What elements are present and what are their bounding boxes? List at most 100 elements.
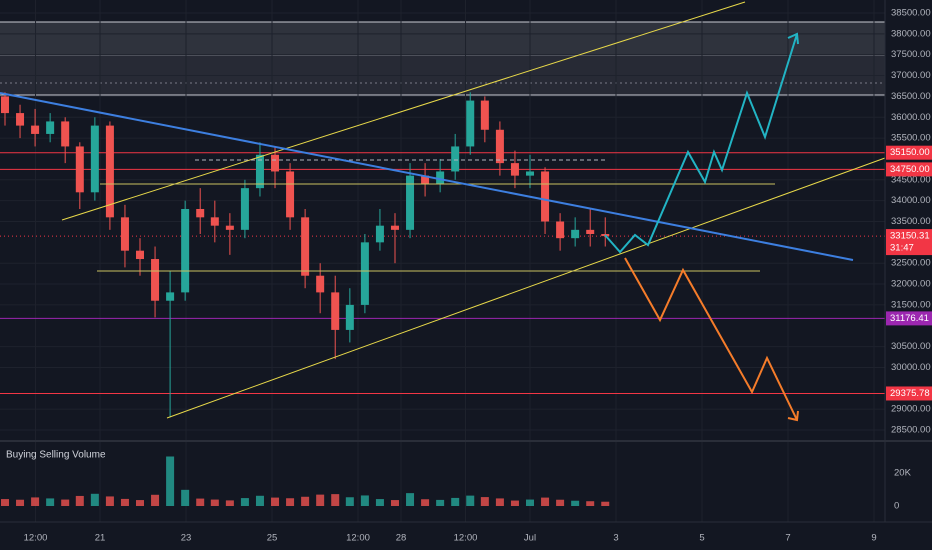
x-tick-label: 12:00	[24, 533, 48, 544]
candle-body	[181, 208, 190, 293]
x-tick-label: 7	[785, 533, 790, 544]
volume-bar	[360, 495, 369, 507]
candle-body	[526, 171, 535, 176]
volume-bar	[120, 498, 129, 507]
candle-body	[16, 113, 25, 126]
price-tag	[886, 229, 932, 256]
candle-body	[556, 221, 565, 239]
candle-body	[421, 175, 430, 184]
y-tick-label: 34500.00	[891, 174, 931, 185]
volume-bar	[480, 497, 489, 507]
candle-body	[31, 125, 40, 134]
x-tick-label: 9	[871, 533, 876, 544]
price-tag-label: 31176.41	[890, 313, 929, 324]
candle-body	[451, 146, 460, 172]
volume-bar	[345, 497, 354, 507]
price-tag	[886, 162, 932, 177]
volume-bar	[255, 495, 264, 507]
volume-bar	[375, 499, 384, 507]
bull-path	[604, 33, 798, 254]
candle-body	[390, 225, 399, 230]
y-tick-label: 36000.00	[891, 112, 931, 123]
x-tick-label: 21	[95, 533, 106, 544]
x-tick-label: 23	[181, 533, 192, 544]
candle-body	[406, 175, 415, 230]
candle-body	[255, 154, 264, 189]
x-tick-label: 12:00	[346, 533, 370, 544]
volume-bar	[286, 498, 295, 507]
axes: 38500.00 38000.00 37500.00 37000.00 36500.00…	[24, 8, 932, 544]
y-tick-label: 35500.00	[891, 133, 931, 144]
price-tag-label: 35150.00	[890, 147, 930, 158]
candle-body	[360, 242, 369, 305]
volume-bar	[586, 501, 595, 507]
y-tick-label: 37500.00	[891, 49, 931, 60]
zone	[0, 22, 885, 55]
volume-bar	[316, 494, 325, 507]
y-tick-label: 29000.00	[891, 404, 931, 415]
price-tag-label: 34750.00	[890, 164, 930, 175]
candle-body	[61, 121, 70, 147]
volume-bar	[61, 499, 70, 507]
candle-body	[225, 225, 234, 230]
volume-bar	[331, 494, 340, 507]
volume-bar	[571, 500, 580, 507]
candle-body	[495, 129, 504, 164]
y-tick-label: 30500.00	[891, 341, 931, 352]
y-tick-label: 28500.00	[891, 425, 931, 436]
y-tick-label: 31500.00	[891, 299, 931, 310]
x-tick-label: Jul	[524, 533, 536, 544]
volume-bar	[301, 496, 310, 507]
candle-body	[90, 125, 99, 193]
volume-bar	[166, 456, 175, 507]
candle-body	[301, 217, 310, 276]
candle-body	[345, 304, 354, 330]
candle-body	[466, 100, 475, 147]
drawings	[0, 1, 886, 422]
y-tick-label: 38500.00	[891, 8, 931, 19]
candle-body	[151, 259, 160, 301]
volume-bar	[526, 499, 535, 507]
candle-body	[480, 100, 489, 130]
candle-body	[75, 146, 84, 193]
volume-bar	[510, 500, 519, 507]
volume-bar	[390, 500, 399, 507]
volume-bar	[46, 498, 55, 507]
candles	[0, 92, 610, 418]
candle-body	[571, 229, 580, 239]
volume-bar	[16, 499, 25, 507]
volume-bar	[601, 501, 610, 507]
x-tick-label: 28	[396, 533, 407, 544]
arrow-head	[787, 410, 799, 422]
x-tick-label: 25	[267, 533, 278, 544]
countdown: 31:47	[890, 243, 914, 254]
x-tick-label: 12:00	[454, 533, 478, 544]
volume-bar	[451, 497, 460, 507]
volume-bar	[151, 494, 160, 507]
candle-body	[375, 225, 384, 243]
price-tag-label: 33150.31	[890, 231, 930, 242]
candle-body	[196, 208, 205, 218]
price-tag-label: 29375.78	[890, 388, 930, 399]
volume-tick-label: 0	[894, 501, 899, 512]
volume-bar	[90, 493, 99, 507]
price-tag	[886, 386, 932, 401]
volume-bar	[495, 498, 504, 507]
price-tag	[886, 145, 932, 160]
arrow-head	[787, 32, 799, 45]
volume-bar	[271, 497, 280, 507]
volume-bar	[541, 497, 550, 507]
volume-bar	[466, 495, 475, 507]
y-tick-label: 37000.00	[891, 70, 931, 81]
candle-body	[46, 121, 55, 134]
price-tag	[886, 311, 932, 326]
candle-body	[436, 171, 445, 184]
volume-bar	[75, 495, 84, 507]
volume-bar	[210, 499, 219, 507]
candle-body	[286, 171, 295, 218]
candle-body	[120, 217, 129, 251]
candle-body	[210, 217, 219, 226]
volume-bar	[225, 500, 234, 507]
volume-bar	[31, 497, 40, 507]
